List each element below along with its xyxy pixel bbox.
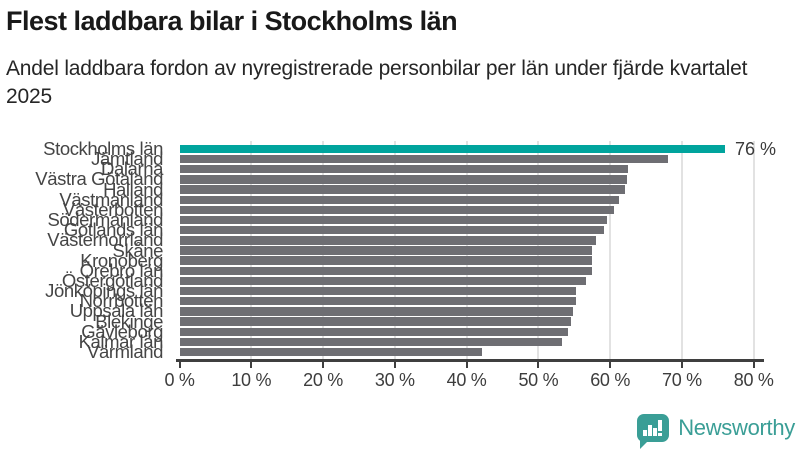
category-label: Gävleborg [81,320,163,342]
speech-bubble-tail [640,440,650,449]
category-label: Jämtland [91,147,163,169]
category-label: Östergötland [61,269,164,291]
bar-chart-speech-bubble-icon [637,414,670,449]
category-label: Norrbotten [79,290,164,311]
x-axis-tick-label: 10 % [231,370,272,390]
category-label: Värmland [87,340,163,362]
x-axis-tick-label: 70 % [662,370,702,390]
bar-orebro-lan [179,266,593,275]
x-axis-tick-label: 50 % [518,370,559,390]
bar-jamtland [179,154,669,164]
category-label: Kalmar län [78,330,164,352]
chart-title: Flest laddbara bilar i Stockholms län [6,6,458,36]
category-label: Västra Götaland [35,168,163,190]
category-label: Örebro län [79,259,164,281]
category-label: Halland [103,178,163,200]
newsworthy-brand-text: Newsworthy [678,415,795,440]
category-label: Gotlands län [63,218,163,240]
bar-jonkopings-lan [179,286,577,296]
x-axis-tick-label: 60 % [590,370,631,390]
category-label: Uppsala län [69,300,164,322]
x-axis-tick-label: 80 % [733,370,774,390]
bar-kronoberg [179,256,593,265]
x-axis-tick [393,361,396,368]
newsworthy-logo[interactable]: Newsworthy [637,414,795,449]
x-axis-tick [465,361,468,368]
category-label: Södermanland [47,208,163,230]
bar-gavleborg [179,327,568,336]
x-axis-tick [680,361,683,368]
bar-dalarna [179,165,629,174]
bar-blekinge [179,317,572,326]
category-label: Dalarna [101,158,163,180]
category-label: Blekinge [95,310,163,332]
x-axis-tick [752,361,755,368]
x-axis-tick-label: 30 % [374,370,415,390]
gridline-70 [680,141,683,359]
category-label: Kronoberg [80,249,163,271]
bar-vastmanland [179,195,619,204]
x-axis-tick [178,361,181,368]
category-label: Jönköpings län [45,279,163,301]
bar-ostergotland [179,276,586,286]
x-axis-tick [537,361,540,368]
bar-varmland [179,347,482,357]
x-axis-tick [322,361,325,368]
bar-uppsala-lan [179,307,573,316]
bar-skane [179,246,593,255]
x-axis-tick-label: 40 % [446,370,487,390]
bar-vastra-gotaland [179,175,627,184]
gridline-80 [752,141,755,359]
category-label: Skåne [112,239,164,261]
x-axis-tick-label: 20 % [303,370,343,390]
chart-subtitle: Andel laddbara fordon av nyregistrerade … [6,57,748,109]
bar-sodermanland [179,215,608,225]
category-label: Västmanland [59,188,163,210]
bar-norrbotten [179,297,577,306]
category-label: Västernorrland [47,229,163,251]
x-axis-tick-label: 0 % [164,370,195,390]
category-label: Västerbotten [62,198,164,220]
x-axis-line [176,358,764,362]
gridline-60 [609,141,612,359]
bar-kalmar-lan [179,337,563,347]
bar-gotlands-lan [179,226,605,235]
bar-vasternorrland [179,236,596,245]
x-axis-tick [250,361,253,368]
x-axis-tick [609,361,612,368]
bar-stockholms-lan [179,144,725,154]
bar-halland [179,185,625,194]
bar-value-label: 76 % [734,139,777,159]
bar-vasterbotten [179,205,615,215]
category-label: Stockholms län [43,137,163,159]
